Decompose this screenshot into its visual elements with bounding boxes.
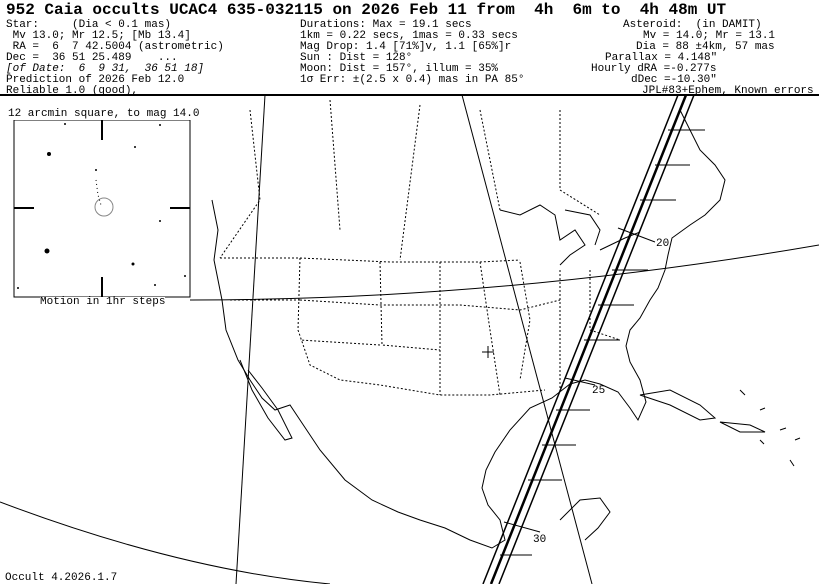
target-star-circle [94,197,114,217]
latitude-arc [0,501,331,584]
star-line: Prediction of 2026 Feb 12.0 [6,74,185,86]
path-tick-label: 25 [592,385,606,397]
canada-borders [219,99,601,261]
great-lakes [499,204,641,266]
page-title: 952 Caia occults UCAC4 635-032115 on 202… [6,1,727,19]
of-date-line: [of Date: 6 9 31, 36 51 18] [6,63,205,75]
baja-coastline [239,359,293,441]
event-line: Mag Drop: 1.4 [71%]v, 1.1 [65%]r [300,41,512,53]
star-line: RA = 6 7 42.5004 (astrometric) [6,41,224,53]
path-crossticks [500,129,705,556]
star-line: Reliable 1.0 (good), [6,85,139,97]
asteroid-line: Mv = 14.0; Mr = 13.1 [643,30,776,42]
path-limit-north [482,94,679,584]
asteroid-line: dDec =-10.30" [631,74,717,86]
time-tick [564,377,596,386]
motion-label: Motion in 1hr steps [40,296,166,308]
latitude-arc [189,244,819,301]
asteroid-line: Hourly dRA =-0.277s [591,63,717,75]
asteroid-line: Dia = 88 ±4km, 57 mas [636,41,775,53]
longitude-line [235,94,266,584]
caribbean-islands [739,389,801,467]
star-line: Mv 13.0; Mr 12.5; [Mb 13.4] [6,30,191,42]
event-line: 1km = 0.22 secs, 1mas = 0.33 secs [300,30,518,42]
finder-chart-box [13,119,191,298]
footer-version: Occult 4.2026.1.7 [5,572,118,584]
coastline [211,109,726,549]
path-tick-label: 20 [656,238,670,250]
state-borders [220,257,621,396]
time-tick [617,227,656,243]
asteroid-line: Parallax = 4.148" [605,52,718,64]
asteroid-line: JPL#83+Ephem, Known errors [642,85,814,97]
star-line: Star: (Dia < 0.1 mas) [6,19,172,31]
yucatan-coastline [559,497,611,541]
event-line: Durations: Max = 19.1 secs [300,19,472,31]
event-line: 1σ Err: ±(2.5 x 0.4) mas in PA 85° [300,74,525,86]
event-line: Sun : Dist = 128° [300,52,413,64]
finder-label: 12 arcmin square, to mag 14.0 [8,108,200,120]
finder-stars [17,123,186,289]
time-tick [503,521,541,533]
cuba-coastline [639,389,766,433]
asteroid-line: Asteroid: (in DAMIT) [623,19,762,31]
path-tick-label: 30 [533,534,547,546]
longitude-line [461,94,593,584]
event-line: Moon: Dist = 157°, illum = 35% [300,63,499,75]
star-line: Dec = 36 51 25.489 ... [6,52,178,64]
